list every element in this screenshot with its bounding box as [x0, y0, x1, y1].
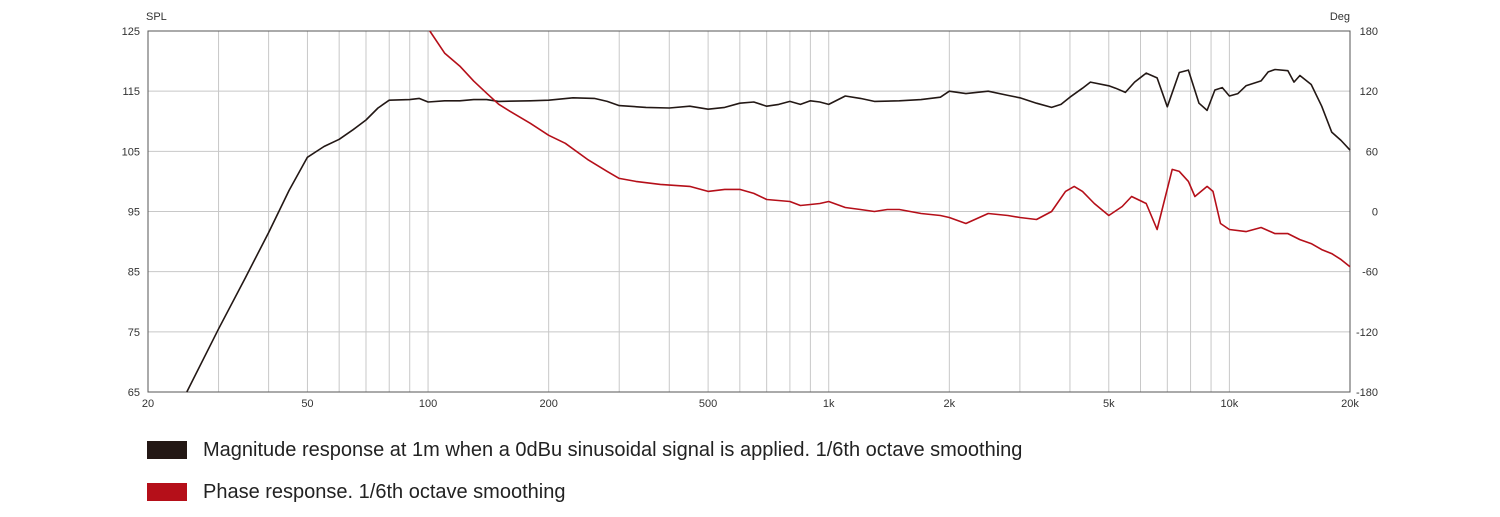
x-tick-label: 100 — [419, 398, 437, 410]
magnitude-legend-swatch — [147, 441, 187, 459]
y-left-tick-label: 65 — [128, 387, 140, 399]
y-right-tick-label: 120 — [1360, 86, 1378, 98]
grid — [148, 31, 1350, 392]
x-tick-label: 50 — [301, 398, 313, 410]
y-right-tick-label: 60 — [1366, 146, 1378, 158]
tick-labels: 20 50 100 200 500 1k 2k 5k 10k 20k 65 75 85 95 105 115 1… — [122, 26, 1378, 410]
y-right-tick-label: -60 — [1362, 267, 1378, 279]
x-tick-label: 10k — [1221, 398, 1239, 410]
x-tick-label: 200 — [539, 398, 557, 410]
y-left-tick-label: 105 — [122, 146, 140, 158]
magnitude-legend-label: Magnitude response at 1m when a 0dBu sin… — [203, 438, 1023, 461]
phase-legend-label: Phase response. 1/6th octave smoothing — [203, 480, 566, 503]
frequency-response-chart: 20 50 100 200 500 1k 2k 5k 10k 20k 65 75 85 95 105 115 1… — [122, 11, 1378, 410]
y-right-tick-label: -120 — [1356, 327, 1378, 339]
y-right-tick-label: -180 — [1356, 387, 1378, 399]
x-tick-label: 5k — [1103, 398, 1115, 410]
y-right-tick-label: 180 — [1360, 26, 1378, 38]
x-tick-label: 20k — [1341, 398, 1359, 410]
legend-item-phase: Phase response. 1/6th octave smoothing — [147, 480, 566, 503]
legend-item-magnitude: Magnitude response at 1m when a 0dBu sin… — [147, 438, 1023, 461]
x-tick-label: 500 — [699, 398, 717, 410]
x-tick-label: 2k — [944, 398, 956, 410]
y-right-tick-label: 0 — [1372, 207, 1378, 219]
x-tick-label: 1k — [823, 398, 835, 410]
plot-frame — [147, 30, 1351, 393]
y-left-tick-label: 75 — [128, 327, 140, 339]
y-left-axis-title: SPL — [146, 11, 167, 23]
phase-response-line — [429, 30, 1351, 268]
y-left-tick-label: 85 — [128, 267, 140, 279]
magnitude-response-line — [186, 68, 1351, 393]
y-right-axis-title: Deg — [1330, 11, 1350, 23]
x-tick-label: 20 — [142, 398, 154, 410]
y-left-tick-label: 95 — [128, 207, 140, 219]
y-left-tick-label: 125 — [122, 26, 140, 38]
series-layer — [186, 30, 1351, 393]
y-left-tick-label: 115 — [122, 86, 140, 98]
phase-legend-swatch — [147, 483, 187, 501]
